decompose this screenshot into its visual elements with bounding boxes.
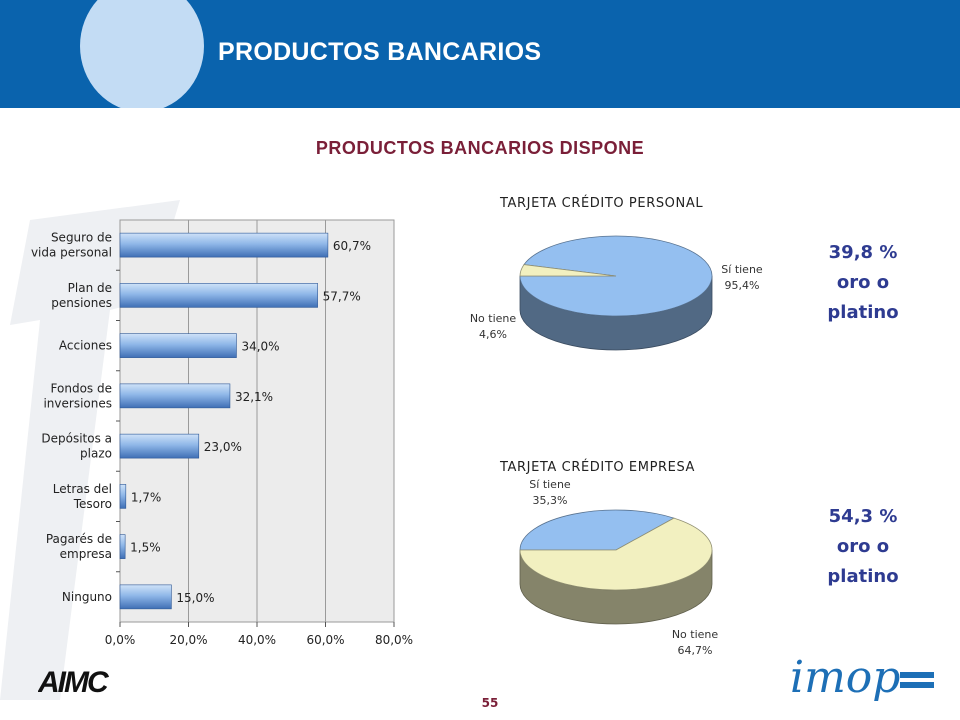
pie-slice bbox=[519, 264, 617, 277]
header-decorative-circle bbox=[80, 0, 204, 108]
category-label: Acciones bbox=[59, 339, 112, 353]
category-label: Seguro de vida personal bbox=[31, 231, 112, 260]
bar-data-label: 32,1% bbox=[235, 390, 273, 404]
pie-personal-si-label: Sí tiene bbox=[721, 263, 763, 276]
category-label: Ninguno bbox=[62, 590, 112, 604]
category-label: Fondos de inversiones bbox=[43, 381, 112, 410]
pie-empresa-title: TARJETA CRÉDITO EMPRESA bbox=[500, 460, 696, 475]
highlight-empresa: 54,3 % oro o platino bbox=[808, 502, 918, 592]
category-label: Letras del Tesoro bbox=[53, 482, 112, 511]
aimc-logo-text: AIMC bbox=[38, 666, 110, 696]
highlight-empresa-value: 54,3 % bbox=[828, 506, 898, 527]
pie-personal-no-value: 4,6% bbox=[479, 328, 507, 341]
x-tick-label: 20,0% bbox=[169, 633, 207, 647]
x-tick-label: 60,0% bbox=[306, 633, 344, 647]
bar bbox=[119, 534, 126, 559]
page-title: PRODUCTOS BANCARIOS bbox=[218, 38, 542, 66]
pie-personal-label-no: No tiene 4,6% bbox=[460, 311, 526, 343]
highlight-empresa-line2: oro o bbox=[836, 536, 890, 557]
pie-empresa-label-no: No tiene 64,7% bbox=[660, 627, 730, 659]
pie-personal-chart bbox=[519, 235, 713, 351]
x-tick-label: 40,0% bbox=[238, 633, 276, 647]
bar-data-label: 60,7% bbox=[333, 239, 371, 253]
pie-empresa-no-label: No tiene bbox=[671, 628, 719, 641]
bar bbox=[119, 484, 127, 509]
bar-data-label: 57,7% bbox=[323, 289, 361, 303]
pie-empresa-si-label: Sí tiene bbox=[529, 478, 571, 491]
category-label: Plan de pensiones bbox=[51, 281, 112, 310]
pie-slice bbox=[519, 517, 713, 591]
bar-chart: 0,0% 20,0% 40,0% 60,0% 80,0% Seguro de vida pe… bbox=[31, 219, 413, 647]
pie-personal-si-value: 95,4% bbox=[724, 279, 760, 292]
pie-personal-label-si: Sí tiene 95,4% bbox=[712, 262, 772, 294]
bar-data-label: 15,0% bbox=[176, 591, 214, 605]
x-tick-label: 0,0% bbox=[105, 633, 136, 647]
category-label: Pagarés de empresa bbox=[46, 532, 112, 561]
bar bbox=[119, 232, 329, 258]
highlight-personal-line3: platino bbox=[827, 302, 899, 323]
imop-logo: imop bbox=[790, 652, 934, 703]
bar bbox=[119, 383, 231, 409]
bar bbox=[119, 433, 200, 459]
pie-personal-title: TARJETA CRÉDITO PERSONAL bbox=[500, 196, 704, 211]
highlight-empresa-line3: platino bbox=[827, 566, 899, 587]
section-title: PRODUCTOS BANCARIOS DISPONE bbox=[315, 138, 645, 158]
bar bbox=[119, 584, 172, 610]
pie-empresa-chart bbox=[519, 509, 713, 625]
header-banner: PRODUCTOS BANCARIOS bbox=[0, 0, 960, 108]
pie-empresa-si-value: 35,3% bbox=[532, 494, 568, 507]
bar bbox=[119, 283, 318, 308]
bar-data-label: 23,0% bbox=[204, 440, 242, 454]
bar-data-label: 34,0% bbox=[241, 340, 279, 354]
imop-logo-text: imop bbox=[790, 652, 900, 703]
page-number: 55 bbox=[481, 696, 499, 710]
bar bbox=[119, 333, 237, 358]
x-tick-label: 80,0% bbox=[375, 633, 413, 647]
watermark-logo bbox=[0, 200, 180, 700]
pie-personal-no-label: No tiene bbox=[469, 312, 517, 325]
highlight-personal: 39,8 % oro o platino bbox=[808, 238, 918, 328]
highlight-personal-value: 39,8 % bbox=[828, 242, 898, 263]
pie-empresa-no-value: 64,7% bbox=[677, 644, 713, 657]
bar-data-label: 1,7% bbox=[131, 490, 162, 504]
aimc-logo: AIMC bbox=[38, 666, 112, 696]
pie-empresa-label-si: Sí tiene 35,3% bbox=[515, 477, 585, 509]
pie-slice bbox=[519, 509, 675, 551]
bar-data-label: 1,5% bbox=[130, 541, 161, 555]
category-label: Depósitos a plazo bbox=[41, 432, 112, 461]
highlight-personal-line2: oro o bbox=[836, 272, 890, 293]
